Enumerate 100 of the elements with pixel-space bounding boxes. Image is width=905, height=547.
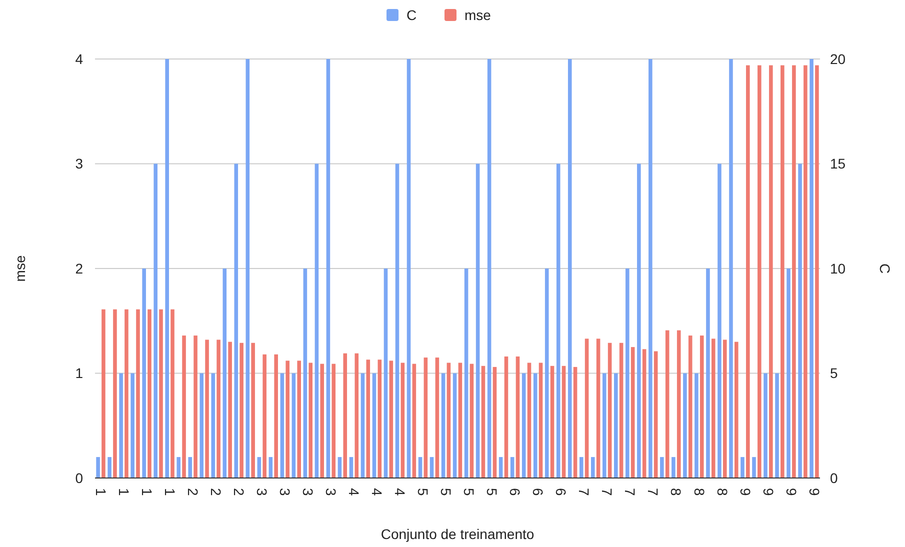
bar	[130, 373, 134, 478]
bar	[113, 309, 117, 478]
bar	[165, 59, 169, 478]
bar	[354, 353, 359, 478]
bar	[424, 358, 428, 478]
x-tick-label: 5	[415, 488, 432, 496]
bar	[492, 366, 497, 478]
bar	[257, 457, 262, 478]
bar	[792, 65, 796, 478]
bar	[159, 309, 163, 478]
bar	[510, 457, 514, 478]
bar	[430, 457, 434, 478]
legend-label: mse	[464, 7, 492, 23]
bar	[764, 373, 768, 478]
bar	[734, 342, 738, 478]
y2-tick-label: 15	[830, 156, 846, 172]
x-tick-label: 6	[553, 488, 570, 496]
y-tick-label: 1	[75, 365, 84, 382]
bar	[262, 354, 266, 478]
bar	[780, 65, 784, 478]
x-tick-label: 7	[576, 488, 592, 496]
x-tick-label: 8	[714, 488, 730, 496]
x-tick-label: 3	[254, 488, 270, 496]
y2-tick-label: 20	[830, 50, 846, 67]
bar	[102, 309, 106, 478]
bar	[637, 164, 641, 478]
bar	[579, 457, 584, 478]
bar	[746, 65, 750, 478]
bar	[584, 338, 589, 478]
x-tick-label: 4	[369, 488, 386, 496]
bar	[676, 330, 681, 478]
bar	[314, 164, 319, 478]
x-tick-label: 9	[737, 488, 754, 496]
bar	[590, 457, 595, 478]
y-tick-label: 2	[75, 260, 84, 276]
bar	[504, 356, 508, 478]
bar	[332, 364, 336, 478]
x-tick-label: 7	[599, 488, 616, 496]
x-tick-label: 5	[438, 488, 454, 496]
x-axis-title: Conjunto de treinamento	[380, 526, 534, 542]
bar	[182, 336, 186, 478]
bar	[274, 354, 278, 478]
bar	[176, 457, 180, 478]
x-tick-label: 5	[484, 488, 500, 496]
bar	[395, 164, 400, 478]
x-tick-label: 1	[116, 488, 132, 496]
bar	[349, 457, 354, 478]
bar	[435, 358, 440, 478]
bar	[706, 268, 710, 478]
bar	[326, 59, 330, 478]
bar	[205, 340, 209, 478]
bar	[740, 457, 744, 478]
x-tick-label: 7	[645, 488, 662, 496]
bar	[246, 59, 250, 478]
bar	[476, 164, 480, 478]
bar	[556, 164, 560, 478]
bar	[516, 356, 520, 478]
bar	[672, 457, 676, 478]
bar	[596, 338, 600, 478]
bar	[412, 364, 416, 478]
y-tick-label: 4	[75, 50, 84, 67]
bar	[660, 457, 664, 478]
bar	[268, 457, 273, 478]
x-tick-label: 5	[461, 488, 478, 496]
bar	[487, 59, 492, 478]
bar	[815, 65, 819, 478]
x-tick-label: 2	[208, 488, 224, 496]
legend-label: C	[406, 7, 417, 23]
bar	[406, 59, 411, 478]
bar	[108, 457, 112, 478]
bar	[810, 59, 814, 478]
x-tick-label: 2	[230, 488, 247, 496]
x-tick-label: 9	[806, 488, 822, 496]
x-tick-label: 1	[138, 488, 155, 496]
bar	[251, 342, 255, 478]
bar	[96, 457, 100, 478]
bar	[170, 309, 174, 478]
bar	[136, 309, 140, 478]
x-tick-label: 6	[530, 488, 546, 496]
bar	[573, 366, 578, 478]
x-tick-label: 4	[392, 488, 408, 496]
bar	[786, 268, 790, 478]
x-tick-label: 3	[276, 488, 293, 496]
bar	[234, 164, 238, 478]
bar	[718, 164, 722, 478]
x-tick-label: 1	[162, 488, 178, 496]
y2-axis-title: C	[877, 263, 894, 274]
bar	[119, 373, 123, 478]
y2-tick-label: 0	[830, 470, 838, 486]
x-tick-label: 1	[92, 488, 109, 496]
bar	[758, 65, 762, 478]
bar	[752, 457, 756, 478]
bar	[142, 268, 146, 478]
y-axis-title: mse	[12, 255, 28, 282]
bar	[729, 59, 733, 478]
x-tick-label: 3	[323, 488, 340, 496]
bar	[194, 336, 198, 478]
bar	[654, 351, 658, 478]
x-tick-label: 7	[622, 488, 638, 496]
bar	[343, 353, 348, 478]
